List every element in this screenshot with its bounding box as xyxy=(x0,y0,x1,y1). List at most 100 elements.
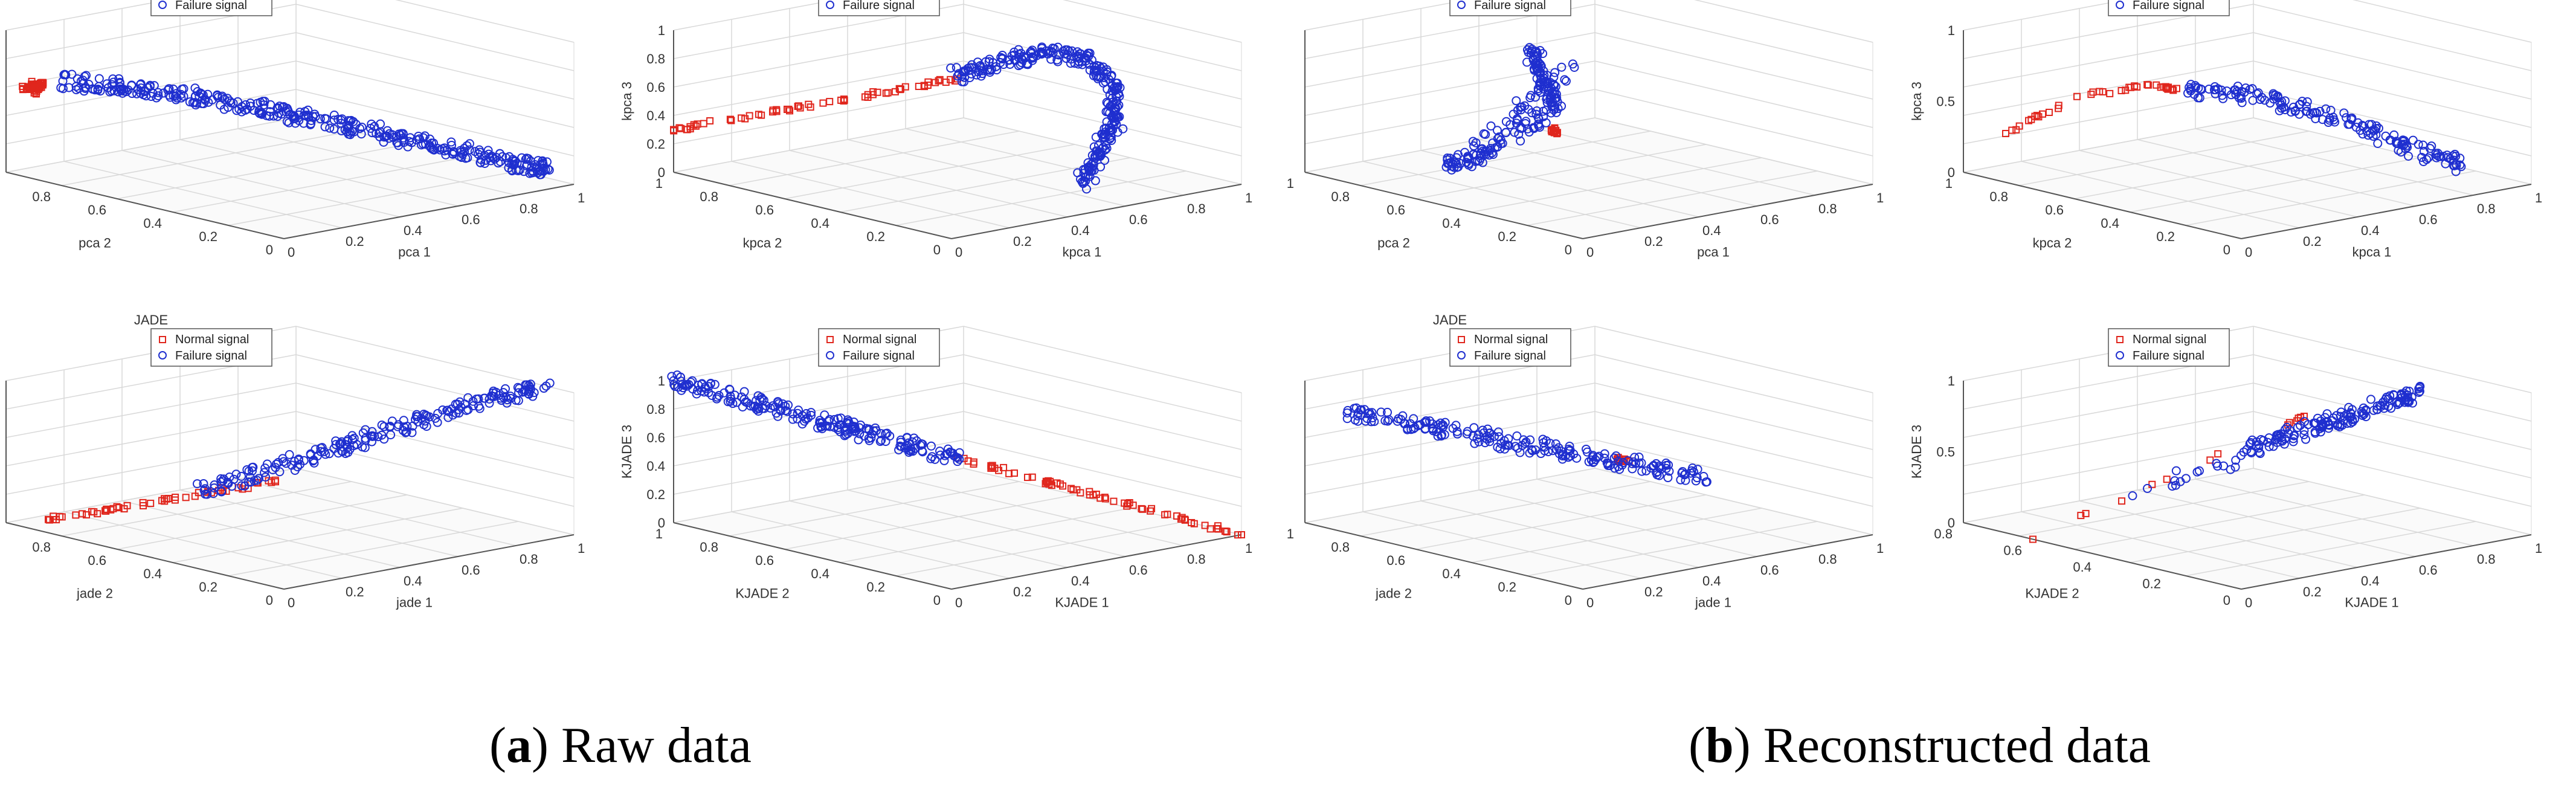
failure-point xyxy=(2217,85,2226,95)
normal-point xyxy=(1096,494,1104,502)
normal-point xyxy=(1139,505,1147,513)
failure-point xyxy=(2168,482,2177,491)
failure-point xyxy=(1551,82,1560,91)
y-axis-label: kpca 2 xyxy=(2033,236,2072,251)
normal-point xyxy=(1046,477,1054,485)
normal-point xyxy=(686,125,694,133)
x-tick-label: 0.2 xyxy=(346,234,364,249)
grid-line xyxy=(5,32,297,88)
grid-line xyxy=(121,500,401,568)
normal-point xyxy=(2163,476,2171,483)
series-failure xyxy=(946,42,1128,194)
normal-point xyxy=(1147,507,1154,515)
failure-point xyxy=(1519,435,1528,445)
failure-point xyxy=(1681,476,1690,485)
failure-point xyxy=(1037,48,1047,57)
failure-point xyxy=(1530,59,1540,68)
failure-point xyxy=(1089,62,1099,71)
grid-line xyxy=(789,500,1068,568)
failure-point xyxy=(377,420,387,430)
failure-point xyxy=(273,104,283,114)
failure-point xyxy=(442,405,452,415)
failure-point xyxy=(2408,135,2418,145)
failure-point xyxy=(996,53,1006,62)
normal-point xyxy=(1067,485,1075,492)
failure-point xyxy=(2280,96,2290,106)
failure-point xyxy=(840,431,849,440)
failure-point xyxy=(437,144,447,153)
y-axis-label: jade 2 xyxy=(1375,586,1412,601)
failure-point xyxy=(237,481,246,491)
z-tick-label: 1 xyxy=(1948,23,1955,38)
failure-point xyxy=(2260,95,2270,105)
z-tick-label: 0.8 xyxy=(646,402,665,417)
grid-line xyxy=(2253,60,2532,128)
failure-point xyxy=(669,376,678,385)
failure-point xyxy=(2269,90,2279,100)
normal-point xyxy=(2145,81,2152,89)
grid-line xyxy=(1471,157,1762,213)
grid-line xyxy=(1304,32,1596,88)
failure-point xyxy=(2357,407,2366,416)
caption-a-letter: a xyxy=(506,717,532,773)
failure-point xyxy=(2242,445,2252,454)
grid-line xyxy=(1304,411,1596,466)
grid-line xyxy=(731,161,1010,228)
legend-failure-marker xyxy=(158,351,167,360)
failure-point xyxy=(228,98,238,108)
failure-point xyxy=(357,122,367,132)
failure-point xyxy=(260,463,270,473)
legend-failure-label: Failure signal xyxy=(175,0,247,12)
grid-line xyxy=(1594,382,1873,450)
failure-point xyxy=(311,112,320,121)
failure-point xyxy=(1516,136,1525,146)
grid-line xyxy=(673,411,964,466)
failure-point xyxy=(1111,79,1121,88)
failure-point xyxy=(115,79,125,88)
failure-point xyxy=(2302,102,2311,111)
failure-point xyxy=(82,71,91,80)
failure-point xyxy=(1113,102,1122,112)
failure-point xyxy=(2434,152,2444,161)
failure-point xyxy=(1433,431,1443,441)
y-tick-label: 0.4 xyxy=(1442,566,1461,581)
failure-point xyxy=(1038,48,1048,58)
grid-line xyxy=(673,60,964,116)
grid-line xyxy=(61,131,352,186)
legend-box xyxy=(2108,0,2230,16)
y-tick-label: 0.6 xyxy=(1386,553,1405,568)
failure-point xyxy=(385,422,394,432)
z-tick-label: 0 xyxy=(658,165,665,180)
failure-point xyxy=(473,149,483,159)
y-tick-label: 1 xyxy=(655,176,663,191)
x-tick-label: 0.8 xyxy=(1818,201,1837,216)
y-tick-label: 0 xyxy=(2223,242,2230,257)
failure-point xyxy=(676,372,686,382)
failure-point xyxy=(1653,467,1663,477)
grid-line xyxy=(63,511,343,579)
failure-point xyxy=(1693,465,1702,474)
grid-line xyxy=(1362,161,1641,228)
failure-point xyxy=(223,94,233,103)
normal-point xyxy=(2027,115,2035,123)
failure-point xyxy=(935,447,945,456)
failure-point xyxy=(1663,473,1673,483)
grid-line xyxy=(847,139,1126,207)
grid-line xyxy=(895,170,1187,226)
failure-point xyxy=(1364,408,1373,418)
axis-x xyxy=(2241,534,2532,590)
grid-line xyxy=(1360,481,1651,537)
failure-point xyxy=(2455,153,2465,163)
normal-point xyxy=(2106,89,2114,97)
grid-line xyxy=(172,508,463,563)
failure-point xyxy=(1376,407,1386,417)
normal-point xyxy=(947,76,955,83)
failure-point xyxy=(419,410,429,419)
failure-point xyxy=(171,95,181,105)
grid-line xyxy=(2018,131,2310,186)
failure-point xyxy=(978,66,988,76)
